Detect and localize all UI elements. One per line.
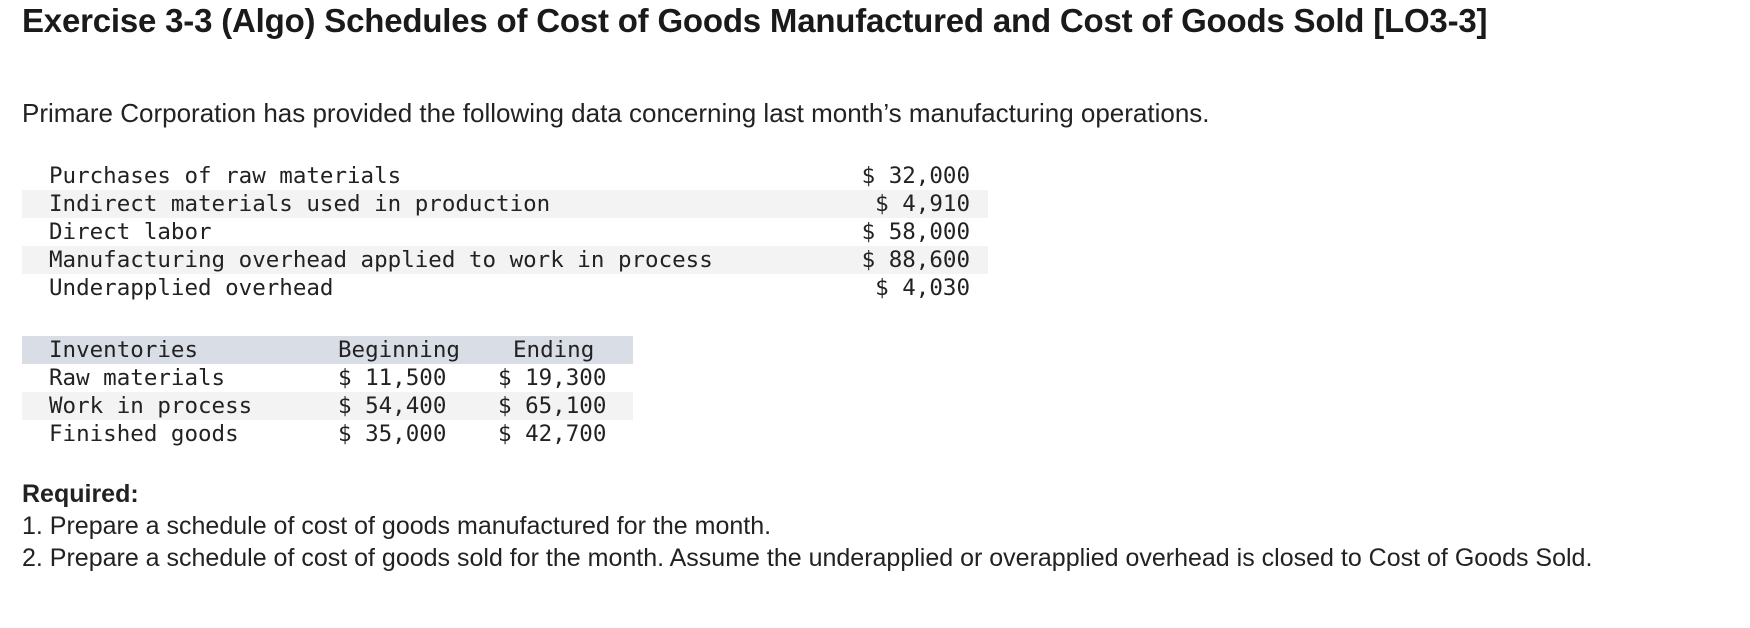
row-label: Purchases of raw materials <box>49 163 402 189</box>
inventory-ending: $ 65,100 <box>498 393 607 419</box>
table-row: Indirect materials used in production $ … <box>22 190 988 218</box>
table-row: Finished goods $ 35,000 $ 42,700 <box>22 420 633 448</box>
header-ending: Ending <box>513 337 595 363</box>
inventory-beginning: $ 35,000 <box>338 421 447 447</box>
intro-text: Primare Corporation has provided the fol… <box>22 98 1210 128</box>
inventory-table: Inventories Beginning Ending Raw materia… <box>22 336 633 448</box>
row-label: Manufacturing overhead applied to work i… <box>49 247 713 273</box>
row-label: Indirect materials used in production <box>49 191 551 217</box>
page-title: Exercise 3-3 (Algo) Schedules of Cost of… <box>22 2 1488 39</box>
table-row: Direct labor $ 58,000 <box>22 218 988 246</box>
inventory-ending: $ 19,300 <box>498 365 607 391</box>
row-value: $ 88,600 <box>861 247 970 273</box>
inventory-name: Finished goods <box>49 421 239 447</box>
required-heading: Required: <box>22 480 139 508</box>
inventory-name: Work in process <box>49 393 253 419</box>
row-value: $ 32,000 <box>861 163 970 189</box>
row-label: Underapplied overhead <box>49 275 334 301</box>
header-inventories: Inventories <box>49 337 199 363</box>
inventory-ending: $ 42,700 <box>498 421 607 447</box>
required-section: Required: 1. Prepare a schedule of cost … <box>22 478 1712 574</box>
table-row: Manufacturing overhead applied to work i… <box>22 246 988 274</box>
cost-data-table: Purchases of raw materials $ 32,000 Indi… <box>22 162 988 302</box>
table-row: Purchases of raw materials $ 32,000 <box>22 162 988 190</box>
inventory-name: Raw materials <box>49 365 226 391</box>
table-row: Work in process $ 54,400 $ 65,100 <box>22 392 633 420</box>
row-value: $ 4,030 <box>875 275 970 301</box>
row-value: $ 58,000 <box>861 219 970 245</box>
header-beginning: Beginning <box>338 337 460 363</box>
row-value: $ 4,910 <box>875 191 970 217</box>
required-item: 1. Prepare a schedule of cost of goods m… <box>22 512 772 540</box>
required-item: 2. Prepare a schedule of cost of goods s… <box>22 544 1593 572</box>
inventory-beginning: $ 11,500 <box>338 365 447 391</box>
table-header-row: Inventories Beginning Ending <box>22 336 633 364</box>
row-label: Direct labor <box>49 219 212 245</box>
inventory-beginning: $ 54,400 <box>338 393 447 419</box>
table-row: Raw materials $ 11,500 $ 19,300 <box>22 364 633 392</box>
table-row: Underapplied overhead $ 4,030 <box>22 274 988 302</box>
